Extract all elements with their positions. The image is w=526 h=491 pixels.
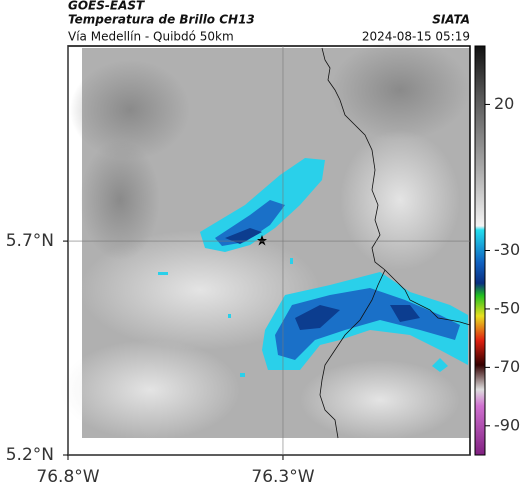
colorbar-tick-label: -70: [494, 357, 520, 376]
timestamp: 2024-08-15 05:19: [362, 30, 470, 44]
title: GOES-EAST: [68, 0, 145, 13]
colorbar-tick-label: 20: [494, 94, 514, 113]
colorbar-tick-label: -50: [494, 298, 520, 317]
colorbar: [474, 45, 486, 456]
subtitle: Temperatura de Brillo CH13: [68, 13, 255, 27]
y-tick-label: 5.2°N: [6, 445, 54, 465]
satellite-image: [60, 40, 470, 440]
location-marker: [257, 235, 267, 246]
borders: [319, 47, 471, 439]
source: SIATA: [432, 13, 470, 27]
colorbar-tick-label: -90: [494, 415, 520, 434]
x-tick-label: 76.3°W: [251, 467, 314, 487]
y-tick-label: 5.7°N: [6, 231, 54, 251]
caption: Vía Medellín - Quibdó 50km: [68, 30, 234, 44]
x-tick-label: 76.8°W: [36, 467, 99, 487]
colorbar-tick-label: -30: [494, 240, 520, 259]
